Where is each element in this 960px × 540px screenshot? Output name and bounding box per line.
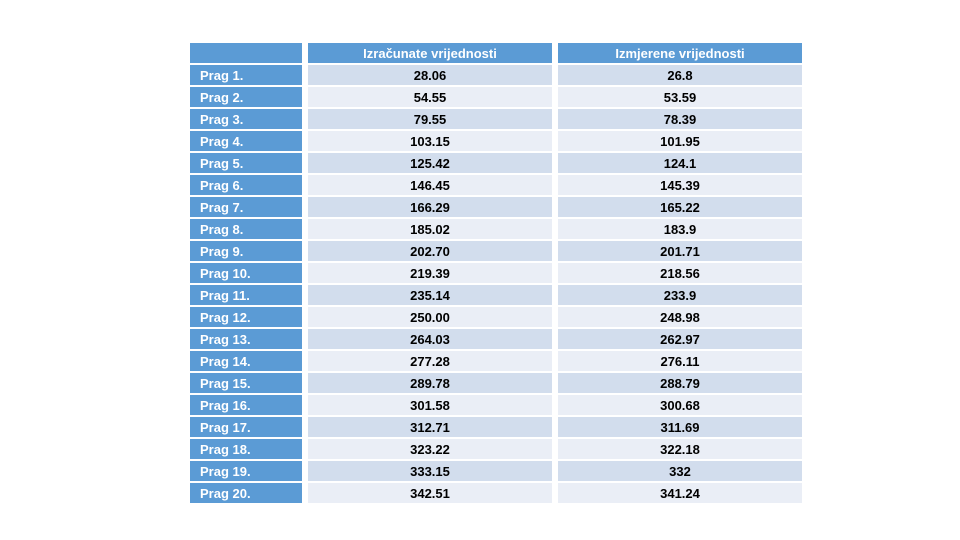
izracunate-value: 28.06 bbox=[308, 65, 552, 85]
izmjerene-value: 124.1 bbox=[558, 153, 802, 173]
row-label: Prag 17. bbox=[190, 417, 302, 437]
row-label: Prag 13. bbox=[190, 329, 302, 349]
izracunate-value: 235.14 bbox=[308, 285, 552, 305]
column-header-izmjerene: Izmjerene vrijednosti bbox=[558, 43, 802, 63]
izracunate-value: 333.15 bbox=[308, 461, 552, 481]
table-row: Prag 4. 103.15 101.95 bbox=[190, 131, 802, 151]
izmjerene-value: 145.39 bbox=[558, 175, 802, 195]
table-row: Prag 20. 342.51 341.24 bbox=[190, 483, 802, 503]
table-row: Prag 11. 235.14 233.9 bbox=[190, 285, 802, 305]
izracunate-value: 323.22 bbox=[308, 439, 552, 459]
table-row: Prag 15. 289.78 288.79 bbox=[190, 373, 802, 393]
izmjerene-value: 233.9 bbox=[558, 285, 802, 305]
table-row: Prag 17. 312.71 311.69 bbox=[190, 417, 802, 437]
row-label: Prag 2. bbox=[190, 87, 302, 107]
row-label: Prag 10. bbox=[190, 263, 302, 283]
row-label: Prag 7. bbox=[190, 197, 302, 217]
izmjerene-value: 101.95 bbox=[558, 131, 802, 151]
izmjerene-value: 332 bbox=[558, 461, 802, 481]
table-row: Prag 1. 28.06 26.8 bbox=[190, 65, 802, 85]
table-row: Prag 19. 333.15 332 bbox=[190, 461, 802, 481]
izmjerene-value: 201.71 bbox=[558, 241, 802, 261]
table-row: Prag 10. 219.39 218.56 bbox=[190, 263, 802, 283]
table-row: Prag 2. 54.55 53.59 bbox=[190, 87, 802, 107]
izracunate-value: 342.51 bbox=[308, 483, 552, 503]
izmjerene-value: 183.9 bbox=[558, 219, 802, 239]
row-label: Prag 12. bbox=[190, 307, 302, 327]
izmjerene-value: 248.98 bbox=[558, 307, 802, 327]
izracunate-value: 264.03 bbox=[308, 329, 552, 349]
table-row: Prag 8. 185.02 183.9 bbox=[190, 219, 802, 239]
izracunate-value: 277.28 bbox=[308, 351, 552, 371]
izmjerene-value: 218.56 bbox=[558, 263, 802, 283]
prag-values-table: Izračunate vrijednosti Izmjerene vrijedn… bbox=[184, 41, 808, 505]
table-row: Prag 18. 323.22 322.18 bbox=[190, 439, 802, 459]
table-row: Prag 7. 166.29 165.22 bbox=[190, 197, 802, 217]
table-row: Prag 12. 250.00 248.98 bbox=[190, 307, 802, 327]
table-row: Prag 9. 202.70 201.71 bbox=[190, 241, 802, 261]
izracunate-value: 166.29 bbox=[308, 197, 552, 217]
izmjerene-value: 53.59 bbox=[558, 87, 802, 107]
table-row: Prag 3. 79.55 78.39 bbox=[190, 109, 802, 129]
izmjerene-value: 341.24 bbox=[558, 483, 802, 503]
column-header-izracunate: Izračunate vrijednosti bbox=[308, 43, 552, 63]
izmjerene-value: 288.79 bbox=[558, 373, 802, 393]
row-label: Prag 11. bbox=[190, 285, 302, 305]
table-row: Prag 16. 301.58 300.68 bbox=[190, 395, 802, 415]
izracunate-value: 250.00 bbox=[308, 307, 552, 327]
row-label: Prag 8. bbox=[190, 219, 302, 239]
izracunate-value: 312.71 bbox=[308, 417, 552, 437]
table-row: Prag 13. 264.03 262.97 bbox=[190, 329, 802, 349]
izracunate-value: 79.55 bbox=[308, 109, 552, 129]
izracunate-value: 289.78 bbox=[308, 373, 552, 393]
row-label: Prag 4. bbox=[190, 131, 302, 151]
corner-cell bbox=[190, 43, 302, 63]
izracunate-value: 219.39 bbox=[308, 263, 552, 283]
izmjerene-value: 165.22 bbox=[558, 197, 802, 217]
table-row: Prag 6. 146.45 145.39 bbox=[190, 175, 802, 195]
izracunate-value: 301.58 bbox=[308, 395, 552, 415]
izmjerene-value: 262.97 bbox=[558, 329, 802, 349]
izracunate-value: 146.45 bbox=[308, 175, 552, 195]
row-label: Prag 6. bbox=[190, 175, 302, 195]
row-label: Prag 19. bbox=[190, 461, 302, 481]
izracunate-value: 185.02 bbox=[308, 219, 552, 239]
row-label: Prag 3. bbox=[190, 109, 302, 129]
izmjerene-value: 276.11 bbox=[558, 351, 802, 371]
row-label: Prag 16. bbox=[190, 395, 302, 415]
izracunate-value: 202.70 bbox=[308, 241, 552, 261]
izracunate-value: 125.42 bbox=[308, 153, 552, 173]
izracunate-value: 103.15 bbox=[308, 131, 552, 151]
izmjerene-value: 78.39 bbox=[558, 109, 802, 129]
table-row: Prag 5. 125.42 124.1 bbox=[190, 153, 802, 173]
row-label: Prag 15. bbox=[190, 373, 302, 393]
table-row: Prag 14. 277.28 276.11 bbox=[190, 351, 802, 371]
row-label: Prag 9. bbox=[190, 241, 302, 261]
row-label: Prag 1. bbox=[190, 65, 302, 85]
izmjerene-value: 300.68 bbox=[558, 395, 802, 415]
row-label: Prag 18. bbox=[190, 439, 302, 459]
row-label: Prag 5. bbox=[190, 153, 302, 173]
table-header-row: Izračunate vrijednosti Izmjerene vrijedn… bbox=[190, 43, 802, 63]
izracunate-value: 54.55 bbox=[308, 87, 552, 107]
izmjerene-value: 311.69 bbox=[558, 417, 802, 437]
row-label: Prag 20. bbox=[190, 483, 302, 503]
izmjerene-value: 26.8 bbox=[558, 65, 802, 85]
izmjerene-value: 322.18 bbox=[558, 439, 802, 459]
row-label: Prag 14. bbox=[190, 351, 302, 371]
